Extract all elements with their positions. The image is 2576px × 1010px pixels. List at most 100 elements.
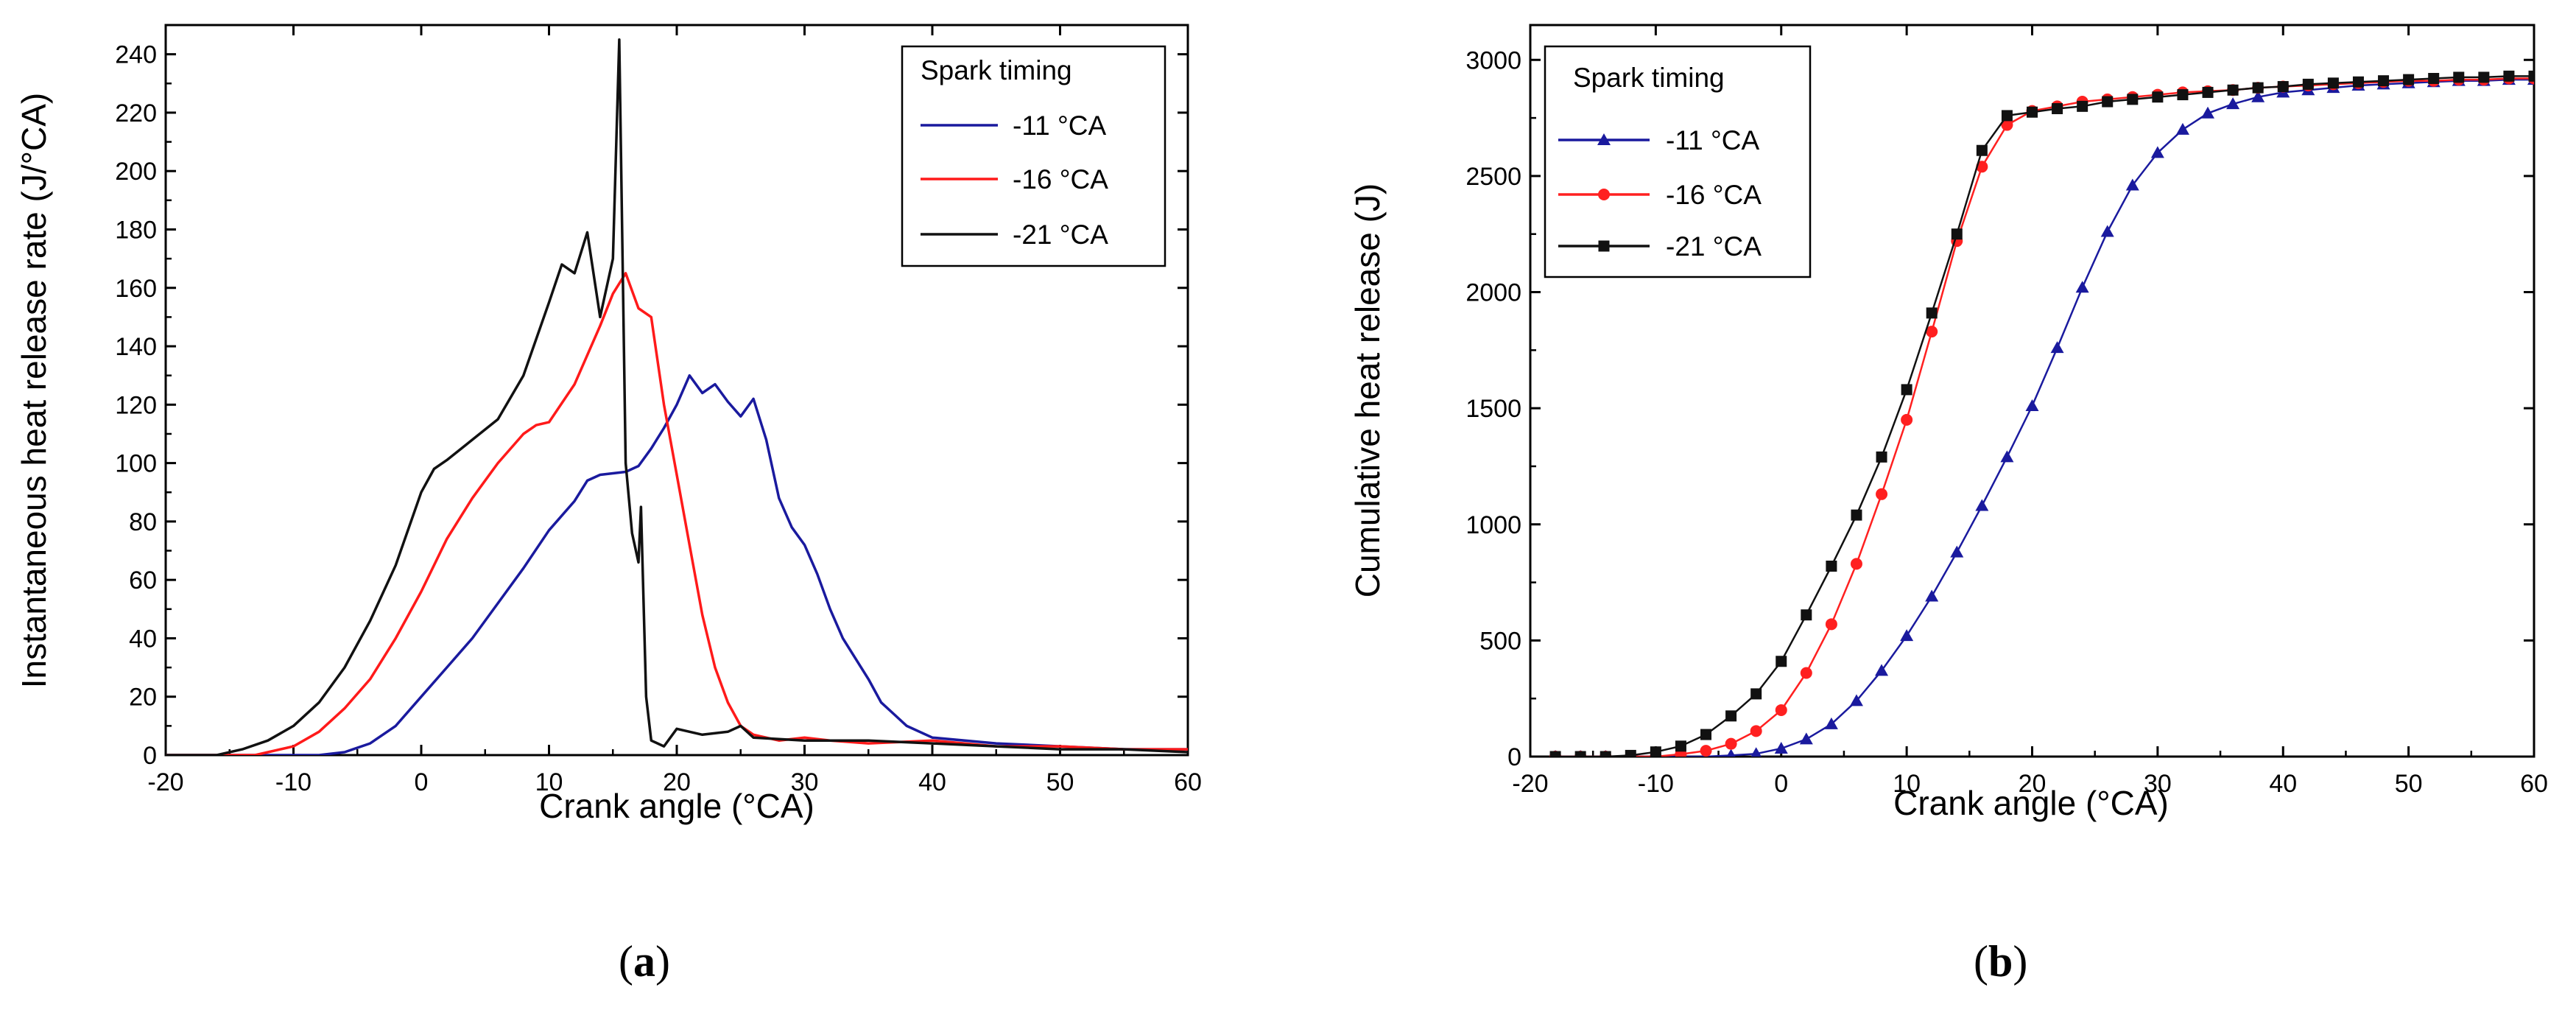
panel-label-close: ): [655, 937, 670, 986]
panel-label: (a): [619, 937, 670, 986]
y-axis-title: Cumulative heat release (J): [1348, 183, 1387, 597]
legend-label: -21 °CA: [1013, 220, 1108, 250]
y-tick-label: 40: [129, 625, 157, 653]
data-point: [1726, 748, 1736, 757]
chart-panel-b: -20 -10 0 10 20 30 40 50 60 0 500 1000 1500 2000 2500 3…: [1348, 24, 2548, 986]
data-point: [1849, 694, 1863, 706]
data-point: [2102, 96, 2114, 108]
data-point: [2100, 225, 2114, 237]
series-line: [166, 374, 1188, 755]
data-point: [2302, 78, 2314, 90]
data-point: [1951, 228, 1963, 240]
data-point: [1549, 751, 1561, 757]
x-tick-label: -10: [275, 768, 312, 796]
data-point: [2000, 450, 2014, 463]
legend-title: Spark timing: [1573, 63, 1725, 93]
data-point: [2453, 71, 2465, 83]
x-axis-title: Crank angle (°CA): [1893, 784, 2169, 822]
data-point: [1876, 488, 1888, 500]
data-point: [2478, 71, 2490, 83]
data-point: [1574, 751, 1586, 757]
x-tick-label: 0: [415, 768, 429, 796]
data-point: [1876, 451, 1887, 463]
panel-label-close: ): [2013, 937, 2027, 986]
x-axis-title: Crank angle (°CA): [539, 787, 814, 825]
legend: Spark timing -11 °CA -16 °CA -21 °CA: [1544, 45, 1812, 278]
x-tick-label: -20: [1512, 770, 1548, 798]
data-point: [2202, 86, 2214, 98]
data-point: [1825, 618, 1837, 631]
panel-label-open: (: [619, 937, 633, 986]
legend-marker: [1598, 240, 1610, 252]
data-point: [1650, 746, 1661, 757]
x-tick-label: 20: [2019, 770, 2047, 798]
data-point: [1750, 725, 1762, 737]
y-tick-label: 0: [1507, 743, 1521, 771]
data-point: [2075, 281, 2089, 293]
data-point: [1824, 717, 1838, 729]
y-tick-label: 1500: [1465, 395, 1521, 423]
x-tick-label: 10: [535, 768, 563, 796]
data-point: [1775, 704, 1787, 716]
legend-marker: [1598, 189, 1610, 200]
x-tick-label: 20: [663, 768, 691, 796]
x-tick-label: 60: [1174, 768, 1202, 796]
y-tick-label: 120: [115, 391, 157, 419]
legend-marker: [1597, 133, 1611, 145]
legend-label: -21 °CA: [1666, 231, 1762, 262]
x-tick-label: 30: [2144, 770, 2172, 798]
x-tick-label: 60: [2520, 770, 2548, 798]
data-point: [2403, 74, 2415, 85]
y-tick-label: 220: [115, 99, 157, 127]
data-point: [2001, 110, 2013, 122]
data-point: [1900, 629, 1914, 642]
series-1: [166, 374, 1188, 755]
legend-label: -16 °CA: [1013, 164, 1108, 194]
data-point: [1774, 741, 1788, 754]
series-1: [1552, 73, 2534, 757]
x-tick-label: 50: [1046, 768, 1074, 796]
data-point: [2125, 178, 2139, 191]
data-point: [2503, 70, 2515, 82]
data-point: [2077, 100, 2088, 112]
data-point: [1875, 664, 1889, 676]
series-line: [1555, 78, 2534, 757]
data-point: [2177, 89, 2189, 101]
data-point: [1799, 732, 1813, 745]
data-point: [1700, 729, 1712, 740]
series-line: [166, 38, 1188, 755]
x-tick-label: -20: [147, 768, 183, 796]
data-point: [2027, 106, 2038, 118]
panel-label-letter: b: [1988, 937, 2013, 986]
data-point: [1600, 751, 1611, 757]
y-tick-label: 80: [129, 508, 157, 536]
data-point: [1976, 161, 1988, 173]
data-point: [2528, 70, 2534, 82]
chart-panel-a: -20 -10 0 10 20 30 40 50 60 0 20 40 60 80 100 120 140 160…: [15, 24, 1202, 986]
data-point: [2025, 399, 2039, 411]
data-point: [1851, 509, 1862, 521]
y-tick-label: 180: [115, 216, 157, 244]
x-tick-label: 30: [791, 768, 819, 796]
data-point: [2327, 77, 2339, 89]
data-point: [2226, 97, 2240, 110]
panel-label: (b): [1974, 937, 2027, 986]
data-point: [1925, 589, 1939, 602]
data-point: [2052, 102, 2063, 114]
data-point: [1826, 561, 1837, 572]
series-3: [166, 38, 1188, 755]
data-point: [1800, 667, 1812, 679]
data-point: [2150, 146, 2164, 158]
data-point: [2352, 76, 2364, 88]
data-point: [2001, 119, 2013, 131]
data-point: [2152, 91, 2164, 103]
data-point: [1776, 656, 1787, 667]
series-line: [1555, 77, 2534, 757]
y-tick-label: 140: [115, 333, 157, 361]
data-point: [1675, 740, 1686, 752]
y-tick-label: 160: [115, 275, 157, 303]
series-3: [1549, 70, 2534, 757]
y-tick-label: 0: [143, 742, 157, 770]
